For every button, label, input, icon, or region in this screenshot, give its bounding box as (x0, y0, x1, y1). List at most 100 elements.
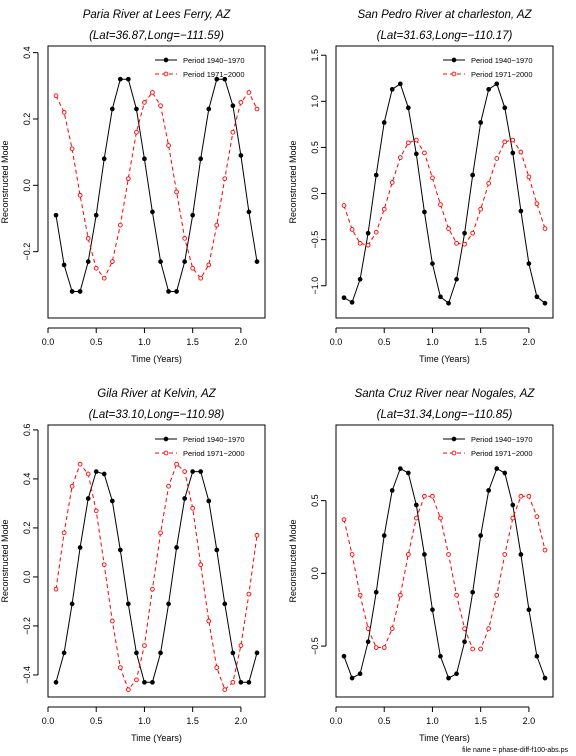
data-point (61, 262, 67, 268)
data-point (174, 189, 179, 195)
y-tick-label: 0.5 (310, 141, 320, 154)
y-tick-label: −1.0 (310, 277, 320, 295)
series-2 (341, 137, 548, 248)
footer-filename: file name = phase-diff-f100-abs.ps (462, 747, 568, 754)
data-point (77, 192, 83, 198)
legend-marker (451, 71, 457, 77)
data-point (166, 601, 171, 607)
data-point (454, 671, 459, 677)
data-point (182, 236, 188, 241)
data-point (222, 176, 228, 182)
data-point (222, 76, 228, 82)
data-point (174, 545, 179, 550)
data-point (478, 646, 484, 652)
x-tick-label: 1.5 (474, 337, 487, 347)
series-line (343, 467, 546, 679)
data-point (117, 222, 123, 228)
data-point (405, 470, 411, 476)
data-point (125, 687, 131, 692)
x-axis-label: Time (Years) (131, 733, 182, 743)
data-point (510, 137, 516, 143)
data-point (438, 653, 443, 659)
legend-marker (451, 436, 457, 442)
data-point (422, 552, 427, 557)
data-point (125, 76, 131, 82)
data-point (470, 589, 476, 595)
data-point (238, 153, 244, 158)
data-point (462, 639, 467, 645)
x-tick-label: 1.5 (186, 337, 199, 347)
data-point (526, 174, 532, 180)
y-tick-label: −0.5 (310, 231, 320, 249)
data-point (134, 650, 139, 656)
data-point (365, 626, 371, 631)
chart-subtitle: (Lat=33.10,Long=−110.98) (89, 409, 225, 421)
data-point (214, 222, 220, 228)
legend-marker (163, 71, 169, 77)
data-point (109, 106, 115, 112)
data-point (238, 100, 244, 105)
data-point (85, 259, 91, 264)
y-tick-label: −0.5 (310, 637, 320, 655)
data-point (502, 139, 508, 145)
data-point (446, 300, 451, 306)
x-tick-label: 0.5 (378, 716, 391, 726)
data-point (349, 675, 355, 681)
x-tick-label: 0.0 (330, 337, 343, 347)
series-2 (53, 90, 260, 281)
data-point (69, 483, 75, 489)
data-point (190, 505, 196, 511)
data-point (478, 120, 484, 125)
legend-label: Period 1940−1970 (471, 56, 533, 65)
data-point (462, 241, 467, 247)
data-point (389, 488, 395, 493)
chart-panel-3: Gila River at Kelvin, AZ (Lat=33.10,Long=… (0, 388, 266, 743)
data-point (341, 517, 347, 522)
data-point (53, 679, 59, 685)
data-point (510, 515, 516, 521)
plot-frame (335, 45, 554, 319)
data-point (462, 626, 467, 631)
y-tick-label: −0.2 (22, 617, 32, 635)
data-point (254, 650, 260, 656)
data-point (381, 120, 387, 125)
data-point (125, 176, 131, 182)
data-point (446, 226, 451, 231)
data-point (534, 653, 540, 659)
data-point (534, 294, 540, 300)
series-line (55, 470, 258, 683)
data-point (413, 502, 419, 508)
data-point (542, 300, 548, 306)
data-point (494, 466, 500, 471)
data-point (222, 601, 228, 607)
legend-label: Period 1940−1970 (183, 56, 245, 65)
x-tick-label: 1.0 (426, 337, 439, 347)
data-point (182, 259, 188, 264)
data-point (198, 275, 204, 281)
data-point (190, 212, 196, 218)
data-point (470, 646, 476, 652)
data-point (61, 650, 67, 656)
data-point (454, 240, 459, 246)
data-point (397, 81, 403, 87)
data-point (470, 230, 476, 236)
data-point (446, 675, 451, 681)
data-point (198, 562, 204, 568)
data-point (166, 289, 171, 294)
data-point (69, 146, 75, 152)
y-tick-label: −0.4 (22, 666, 32, 684)
data-point (93, 265, 99, 271)
x-tick-label: 0.5 (90, 716, 103, 726)
data-point (158, 650, 163, 656)
data-point (109, 498, 115, 504)
series-line (55, 78, 258, 292)
x-tick-label: 0.0 (42, 337, 55, 347)
data-point (430, 607, 435, 613)
data-point (478, 206, 484, 212)
data-point (206, 262, 212, 268)
data-point (502, 552, 508, 557)
data-point (381, 645, 387, 650)
data-point (190, 469, 196, 474)
x-tick-label: 0.5 (90, 337, 103, 347)
data-point (142, 156, 147, 162)
